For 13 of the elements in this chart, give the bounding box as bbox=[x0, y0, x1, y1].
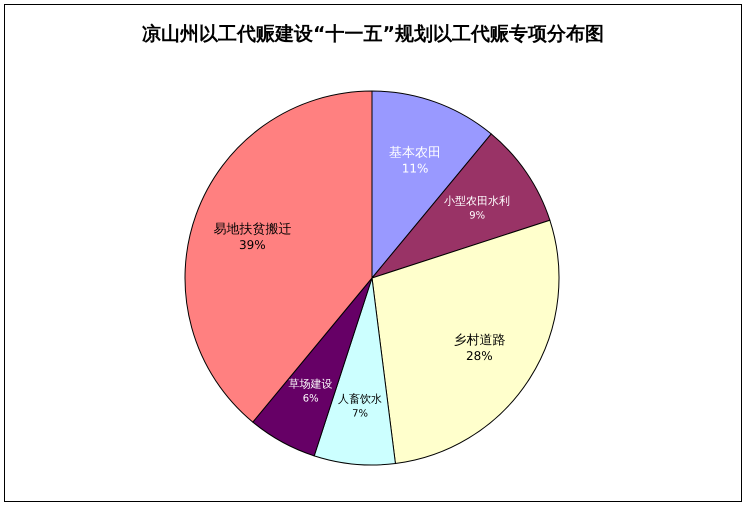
slice-label: 草场建设 bbox=[288, 377, 333, 390]
slice-label: 人畜饮水 bbox=[338, 392, 382, 406]
chart-title: 凉山州以工代赈建设“十一五”规划以工代赈专项分布图 bbox=[142, 23, 604, 45]
slice-label: 小型农田水利 bbox=[444, 194, 510, 208]
data-label: 39% bbox=[239, 238, 266, 252]
data-label: 6% bbox=[302, 393, 319, 404]
data-label: 7% bbox=[352, 408, 368, 420]
slice-label: 易地扶贫搬迁 bbox=[213, 222, 292, 237]
data-label: 9% bbox=[469, 210, 486, 222]
data-label: 28% bbox=[466, 349, 493, 364]
data-label: 11% bbox=[402, 161, 428, 176]
slice-label: 乡村道路 bbox=[453, 333, 506, 348]
slice-label: 基本农田 bbox=[389, 145, 442, 160]
